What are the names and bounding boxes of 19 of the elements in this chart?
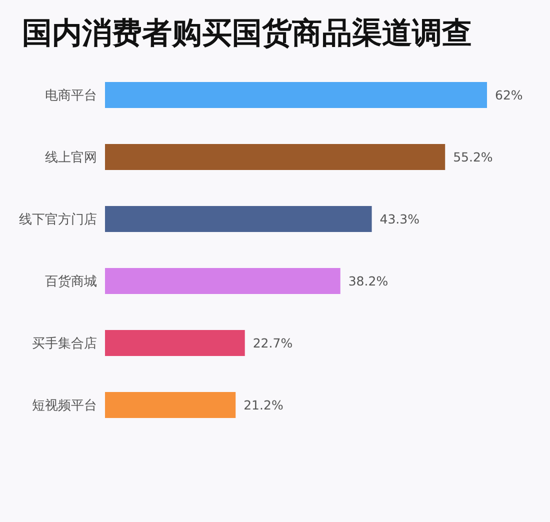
data-label: 62% [495, 88, 523, 102]
data-label: 22.7% [252, 336, 293, 350]
bar [105, 330, 245, 356]
bar [105, 392, 236, 418]
y-tick-label: 线上官网 [45, 150, 97, 166]
data-label: 38.2% [348, 274, 388, 288]
y-tick-label: 买手集合店 [32, 336, 97, 352]
y-tick-label: 电商平台 [45, 88, 97, 104]
data-label: 21.2% [244, 398, 284, 412]
chart-title: 国内消费者购买国货商品渠道调查 [22, 16, 472, 50]
bar [105, 206, 372, 232]
data-label: 43.3% [380, 212, 420, 226]
bar [105, 82, 487, 108]
y-tick-label: 百货商城 [45, 274, 97, 290]
bar [105, 144, 446, 170]
y-tick-label: 短视频平台 [32, 398, 97, 414]
y-tick-label: 线下官方门店 [19, 212, 97, 228]
data-label: 55.2% [453, 150, 493, 164]
bar [105, 268, 340, 294]
